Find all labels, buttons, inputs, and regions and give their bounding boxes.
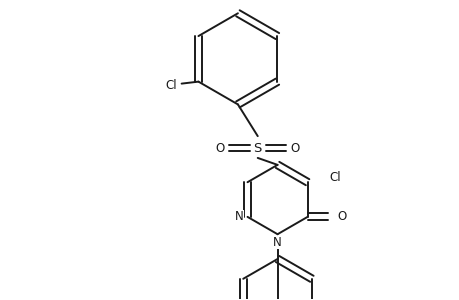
Text: S: S [253, 142, 261, 154]
Text: Cl: Cl [164, 79, 176, 92]
Text: Cl: Cl [329, 171, 340, 184]
Text: O: O [336, 210, 346, 224]
Text: O: O [290, 142, 299, 154]
Text: N: N [235, 210, 243, 224]
Text: N: N [273, 236, 281, 249]
Text: O: O [215, 142, 224, 154]
